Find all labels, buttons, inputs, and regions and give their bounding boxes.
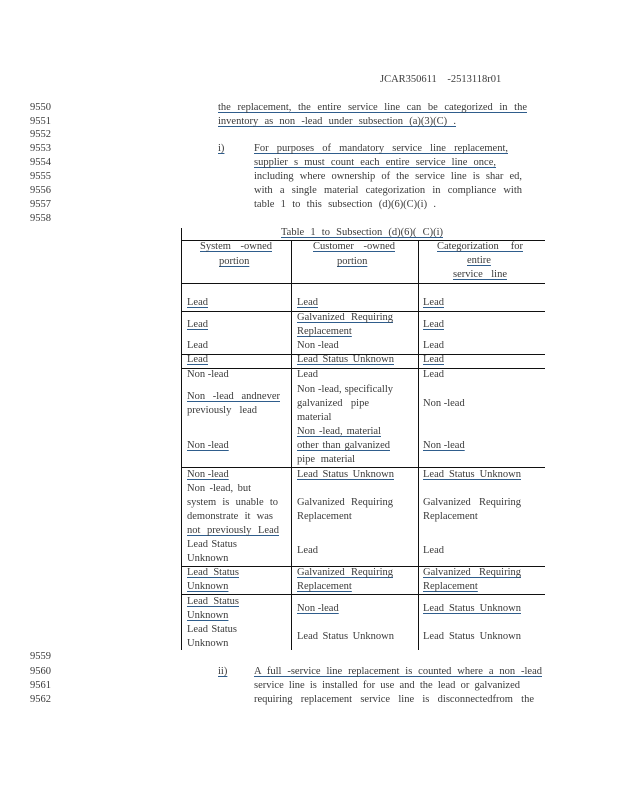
table-cell: Galvanized Requiring — [297, 567, 393, 578]
line-number: 9554 — [30, 157, 51, 168]
table-cell: Lead — [297, 545, 318, 556]
table-cell: Non -lead — [297, 603, 339, 614]
table-cell: galvanized pipe — [297, 398, 369, 409]
paragraph-line: the replacement, the entire service line… — [218, 102, 527, 113]
table-cell: material — [297, 412, 332, 423]
line-number: 9551 — [30, 116, 51, 127]
table-cell: other than galvanized — [297, 440, 390, 451]
table-cell: Galvanized Requiring — [297, 312, 393, 323]
table-cell: Non -lead andnever — [187, 391, 280, 402]
line-number: 9561 — [30, 680, 51, 691]
table-cell: system is unable to — [187, 497, 278, 508]
table-cell: Lead Status Unknown — [297, 631, 394, 642]
table-cell: Non -lead — [187, 369, 229, 380]
table-cell: Lead Status — [187, 624, 237, 635]
table-cell: demonstrate it was — [187, 511, 273, 522]
table-cell: Lead — [187, 297, 208, 308]
line-number: 9559 — [30, 651, 51, 662]
table-cell: Non -lead, material — [297, 426, 381, 437]
table-cell: pipe material — [297, 454, 356, 465]
table-cell: Lead Status Unknown — [297, 354, 394, 365]
item-line: service line is installed for use and th… — [254, 680, 520, 691]
table-cell: Unknown — [187, 553, 229, 564]
line-number: 9552 — [30, 129, 51, 140]
table-cell: Galvanized Requiring — [423, 567, 521, 578]
item-line: including where ownership of the service… — [254, 171, 522, 182]
table-cell: Lead — [187, 319, 208, 330]
column-header: service line — [453, 269, 507, 280]
table-cell: Unknown — [187, 610, 229, 621]
table-cell: Galvanized Requiring — [297, 497, 393, 508]
item-label: ii) — [218, 666, 228, 677]
table-cell: Non -lead — [423, 398, 465, 409]
table-cell: Replacement — [297, 581, 352, 592]
item-line: requiring replacement service line is di… — [254, 694, 534, 705]
table-cell: Non -lead — [297, 340, 339, 351]
table-cell: Non -lead — [187, 440, 229, 451]
paragraph-line: inventory as non -lead under subsection … — [218, 116, 456, 127]
table-cell: Lead Status — [187, 596, 239, 607]
table-cell: Lead Status — [187, 567, 239, 578]
table-cell: Unknown — [187, 581, 229, 592]
table-cell: Lead Status Unknown — [423, 631, 521, 642]
table-cell: Lead — [423, 297, 444, 308]
item-label: i) — [218, 143, 225, 154]
table-cell: Non -lead — [423, 440, 465, 451]
table-cell: previously lead — [187, 405, 257, 416]
table-cell: Replacement — [423, 581, 478, 592]
table-cell: Lead — [187, 340, 208, 351]
line-number: 9562 — [30, 694, 51, 705]
table-title: Table 1 to Subsection (d)(6)( C)(i) — [281, 227, 443, 238]
column-header: Customer -owned — [313, 241, 395, 252]
table-cell: Lead Status Unknown — [423, 469, 521, 480]
table-cell: Lead Status Unknown — [297, 469, 394, 480]
item-line: supplier s must count each entire servic… — [254, 157, 496, 168]
table-cell: Non -lead, but — [187, 483, 251, 494]
table-cell: Galvanized Requiring — [423, 497, 521, 508]
item-line: table 1 to this subsection (d)(6)(C)(i) … — [254, 199, 436, 210]
column-header: portion — [337, 256, 368, 267]
table-cell: Lead — [187, 354, 208, 365]
column-header: entire — [467, 255, 491, 266]
item-line: with a single material categorization in… — [254, 185, 522, 196]
table-cell: Lead — [297, 369, 318, 380]
item-line: A full -service line replacement is coun… — [254, 666, 542, 677]
table-cell: Lead — [297, 297, 318, 308]
table-cell: Lead — [423, 354, 444, 365]
column-header: Categorization for — [437, 241, 523, 252]
table-cell: Replacement — [297, 326, 352, 337]
line-number: 9555 — [30, 171, 51, 182]
table-cell: Lead Status — [187, 539, 237, 550]
table-cell: Replacement — [297, 511, 352, 522]
column-header: System -owned — [200, 241, 272, 252]
table-cell: Lead — [423, 369, 444, 380]
table-cell: Lead — [423, 319, 444, 330]
document-id: JCAR350611 -2513118r01 — [380, 74, 502, 85]
table-cell: Non -lead — [187, 469, 229, 480]
line-number: 9557 — [30, 199, 51, 210]
table-cell: Unknown — [187, 638, 229, 649]
table-cell: Lead — [423, 545, 444, 556]
table-cell: not previously Lead — [187, 525, 279, 536]
line-number: 9553 — [30, 143, 51, 154]
line-number: 9558 — [30, 213, 51, 224]
table-cell: Lead Status Unknown — [423, 603, 521, 614]
table-cell: Non -lead, specifically — [297, 384, 393, 395]
item-line: For purposes of mandatory service line r… — [254, 143, 508, 154]
line-number: 9560 — [30, 666, 51, 677]
table-cell: Replacement — [423, 511, 478, 522]
table-cell: Lead — [423, 340, 444, 351]
line-number: 9550 — [30, 102, 51, 113]
line-number: 9556 — [30, 185, 51, 196]
column-header: portion — [219, 256, 250, 267]
